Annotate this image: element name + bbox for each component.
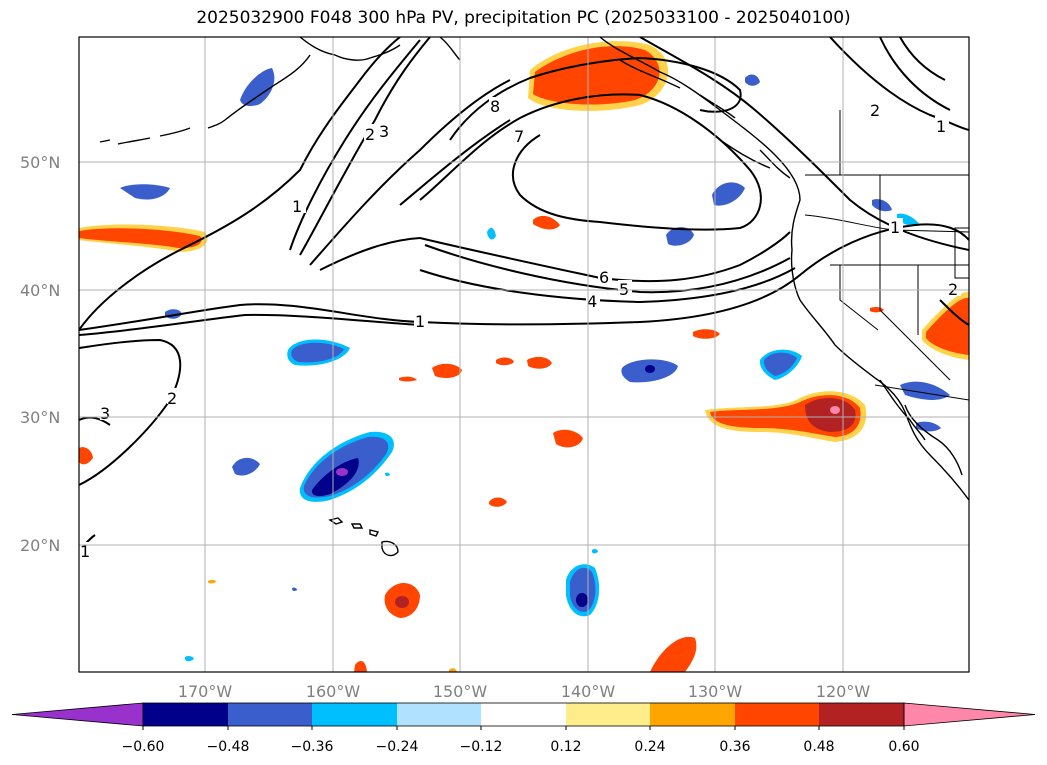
- colorbar-tick-label: −0.48: [207, 739, 250, 755]
- contour-label: 8: [490, 97, 500, 116]
- map-title: 2025032900 F048 300 hPa PV, precipitatio…: [196, 8, 851, 28]
- contour-label: 2: [167, 389, 177, 408]
- colorbar-bin: [566, 703, 650, 726]
- contour-label: 3: [379, 122, 389, 141]
- lon-label: 130°W: [688, 682, 743, 701]
- contour-label: 7: [514, 127, 524, 146]
- contour-label: 1: [936, 117, 946, 136]
- lon-label: 140°W: [561, 682, 616, 701]
- colorbar-tick-label: −0.60: [122, 739, 165, 755]
- colorbar-bin: [397, 703, 481, 726]
- colorbar-bin: [228, 703, 312, 726]
- colorbar-bin: [819, 703, 904, 726]
- lat-label: 20°N: [20, 536, 60, 555]
- lon-label: 160°W: [306, 682, 361, 701]
- colorbar-extend-high: [903, 702, 1036, 727]
- gridlines: [79, 37, 969, 672]
- contour-labels: 1 2 3 6 5 4 1 7 8 2 3 1 2 1: [79, 97, 961, 561]
- colorbar-outline: [142, 702, 905, 727]
- colorbar-tick-label: −0.12: [460, 739, 503, 755]
- lat-label: 30°N: [20, 408, 60, 427]
- colorbar: [11, 702, 1036, 730]
- contour-label: 4: [587, 292, 597, 311]
- lon-label: 170°W: [178, 682, 233, 701]
- lat-label: 40°N: [20, 281, 60, 300]
- colorbar-extend-low: [11, 702, 144, 727]
- colorbar-tick-label: 0.48: [803, 739, 834, 755]
- colorbar-bin: [650, 703, 735, 726]
- contour-label: 2: [870, 101, 880, 120]
- colorbar-bin: [481, 703, 566, 726]
- colorbar-bin: [312, 703, 397, 726]
- contour-label: 1: [292, 197, 302, 216]
- coastlines: [99, 37, 969, 557]
- colorbar-tick-label: −0.36: [291, 739, 334, 755]
- colorbar-tick-label: 0.24: [634, 739, 665, 755]
- lon-label: 120°W: [816, 682, 871, 701]
- precip-negative-areas: [120, 68, 950, 662]
- colorbar-bin: [143, 703, 228, 726]
- contour-label: 2: [365, 125, 375, 144]
- lat-label: 50°N: [20, 153, 60, 172]
- colorbar-bin: [735, 703, 819, 726]
- contour-label: 1: [80, 542, 90, 561]
- colorbar-tick-label: 0.12: [550, 739, 581, 755]
- contour-label: 1: [415, 312, 425, 331]
- colorbar-tick-label: −0.24: [376, 739, 419, 755]
- lon-label: 150°W: [433, 682, 488, 701]
- colorbar-tick-label: 0.60: [888, 739, 919, 755]
- colorbar-tick-label: 0.36: [719, 739, 750, 755]
- contour-label: 3: [100, 404, 110, 423]
- contour-label: 1: [890, 218, 900, 237]
- contour-label: 6: [599, 268, 609, 287]
- map-frame: [78, 36, 970, 673]
